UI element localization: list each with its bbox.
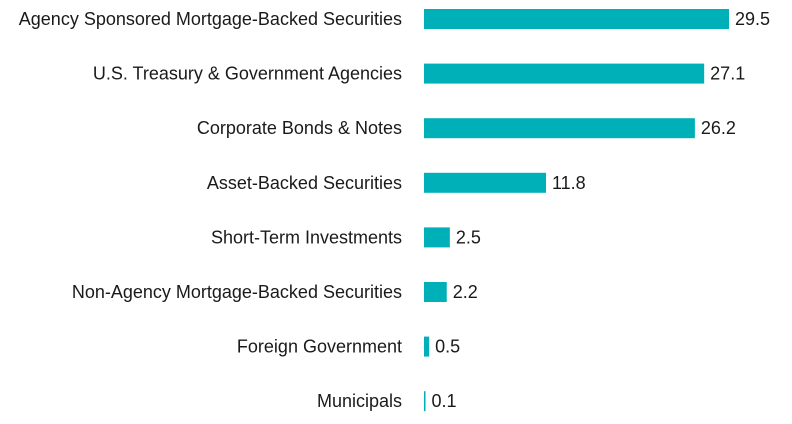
value-label: 27.1 — [710, 64, 745, 84]
value-label: 11.8 — [552, 173, 586, 193]
category-label: Non-Agency Mortgage-Backed Securities — [72, 282, 402, 302]
value-label: 26.2 — [701, 118, 736, 138]
bar — [424, 282, 447, 302]
category-labels: Agency Sponsored Mortgage-Backed Securit… — [19, 9, 402, 411]
bar — [424, 227, 450, 248]
bar — [424, 391, 426, 412]
value-label: 2.2 — [453, 282, 478, 302]
category-label: Short-Term Investments — [211, 227, 402, 247]
category-label: Agency Sponsored Mortgage-Backed Securit… — [19, 9, 402, 29]
category-label: U.S. Treasury & Government Agencies — [93, 64, 402, 84]
category-label: Foreign Government — [237, 337, 402, 357]
value-labels: 29.5 27.1 26.2 11.8 2.5 2.2 0.5 0.1 — [432, 9, 771, 411]
value-label: 0.1 — [432, 391, 457, 411]
value-label: 2.5 — [456, 227, 481, 247]
value-label: 0.5 — [435, 337, 460, 357]
category-label: Corporate Bonds & Notes — [197, 118, 402, 138]
bars — [424, 9, 729, 412]
bar — [424, 63, 705, 84]
category-label: Asset-Backed Securities — [207, 173, 402, 193]
bar — [424, 9, 729, 29]
bar — [424, 336, 430, 357]
category-label: Municipals — [317, 391, 402, 411]
value-label: 29.5 — [735, 9, 770, 29]
bar — [424, 118, 695, 139]
bar — [424, 172, 546, 193]
